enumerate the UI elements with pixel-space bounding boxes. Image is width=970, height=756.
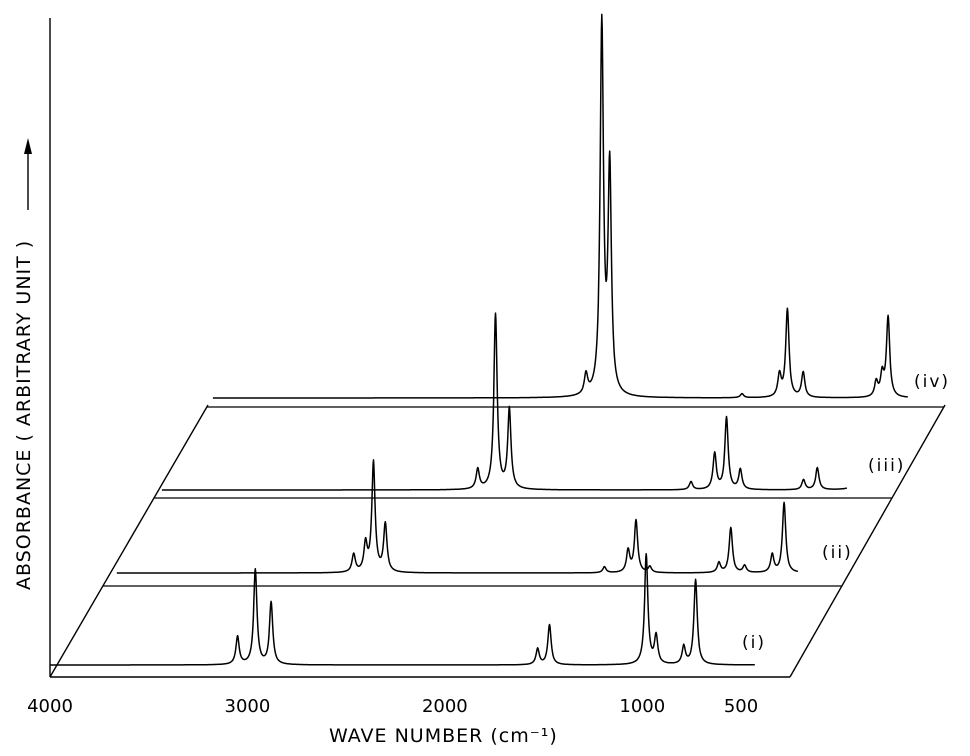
x-axis-label: WAVE NUMBER (cm⁻¹) (329, 725, 558, 747)
x-tick-label: 500 (724, 696, 758, 717)
series-label: (i) (742, 633, 766, 653)
left-perspective-edge (49, 404, 209, 678)
spectrum-series-1: (i) (49, 552, 766, 666)
right-perspective-edge (789, 404, 946, 678)
spectrum-line (116, 459, 799, 574)
spectrum-line (161, 312, 848, 491)
spectrum-line (49, 552, 756, 666)
series-label: (iv) (914, 372, 950, 392)
x-tick-labels: 4000 3000 2000 1000 500 (27, 696, 758, 717)
spectrum-series-4: (iv) (206, 13, 950, 408)
x-tick-label: 2000 (422, 696, 468, 717)
spectrum-series-3: (iii) (153, 312, 905, 499)
x-tick-label: 3000 (225, 696, 271, 717)
y-arrow-head-icon (24, 138, 32, 154)
series-label: (iii) (868, 456, 905, 476)
x-tick-label: 4000 (27, 696, 73, 717)
spectrum-line (212, 13, 909, 399)
y-axis-label: ABSORBANCE ( ARBITRARY UNIT ) (13, 240, 35, 590)
x-tick-label: 1000 (619, 696, 665, 717)
spectra-series: (i) (ii) (iii) (iv) (49, 13, 950, 666)
spectrum-series-2: (ii) (102, 459, 853, 587)
series-label: (ii) (822, 543, 853, 563)
